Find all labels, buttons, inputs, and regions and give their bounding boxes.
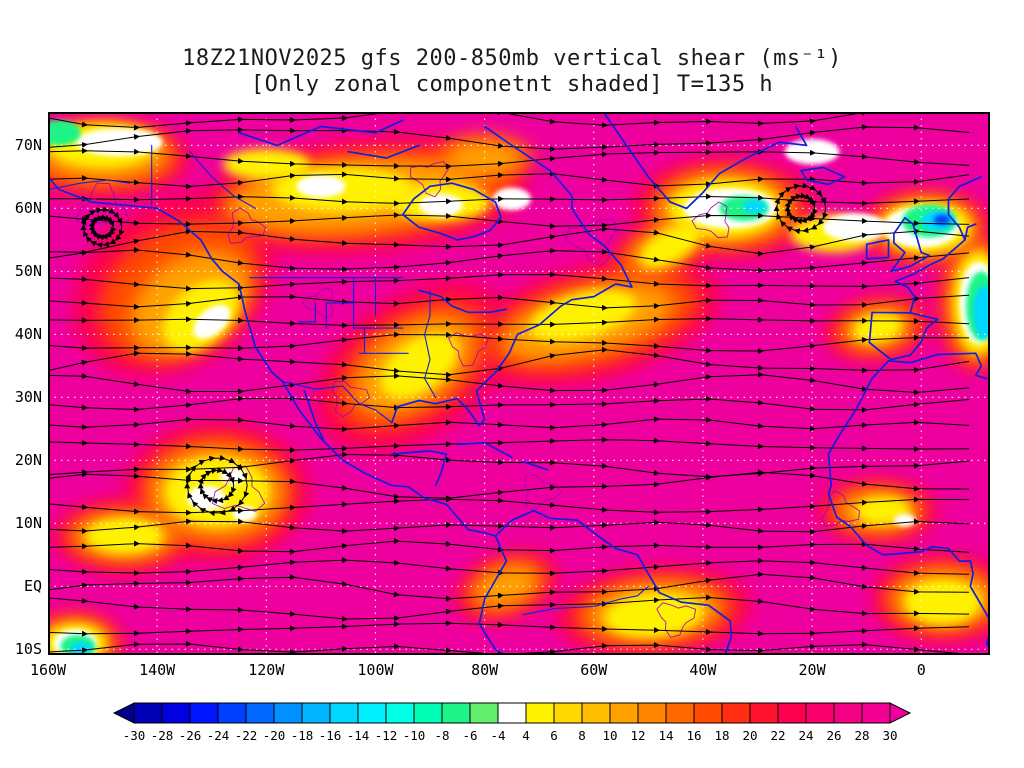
colorbar-right-arrow — [889, 702, 912, 724]
colorbar-tick-label: 14 — [658, 728, 673, 743]
chart-titles: 18Z21NOV2025 gfs 200-850mb vertical shea… — [0, 46, 1024, 98]
colorbar-segment — [245, 702, 275, 724]
colorbar-segment — [189, 702, 219, 724]
colorbar-tick-label: -22 — [235, 728, 258, 743]
colorbar-segment — [469, 702, 499, 724]
lat-label-60N: 60N — [14, 199, 42, 218]
colorbar-segment — [413, 702, 443, 724]
colorbar-tick-label: -12 — [375, 728, 398, 743]
lon-label-0: 0 — [916, 661, 926, 679]
map-layers — [48, 112, 990, 655]
colorbar-segment — [329, 702, 359, 724]
colorbar-segment — [861, 702, 891, 724]
lon-label-60W: 60W — [580, 661, 608, 679]
shear-map-plot — [48, 112, 990, 655]
colorbar-tick-label: -16 — [319, 728, 342, 743]
political-borders — [151, 144, 409, 424]
colorbar-segment — [721, 702, 751, 724]
colorbar-segment — [161, 702, 191, 724]
colorbar-segment — [637, 702, 667, 724]
colorbar-segment — [665, 702, 695, 724]
lat-label-40N: 40N — [14, 325, 42, 344]
lon-label-40W: 40W — [689, 661, 717, 679]
lon-label-120W: 120W — [248, 661, 285, 679]
lat-label-50N: 50N — [14, 262, 42, 281]
lat-label-70N: 70N — [14, 136, 42, 155]
colorbar-tick-label: 26 — [826, 728, 841, 743]
lon-label-20W: 20W — [798, 661, 826, 679]
lat-label-20N: 20N — [14, 451, 42, 470]
colorbar-tick-label: -8 — [434, 728, 449, 743]
colorbar-segment — [133, 702, 163, 724]
lon-label-80W: 80W — [471, 661, 499, 679]
colorbar-tick-label: 4 — [522, 728, 530, 743]
colorbar-tick-label: 30 — [882, 728, 897, 743]
colorbar-segment — [693, 702, 723, 724]
colorbar-tick-label: -18 — [291, 728, 314, 743]
colorbar-segment — [385, 702, 415, 724]
colorbar-segment — [805, 702, 835, 724]
colorbar-tick-label: 24 — [798, 728, 813, 743]
colorbar-tick-label: -10 — [403, 728, 426, 743]
chart-subtitle: [Only zonal componetnt shaded] T=135 h — [250, 72, 774, 97]
rivers-lakes — [48, 151, 649, 616]
colorbar-tick-label: -24 — [207, 728, 230, 743]
colorbar-tick-label: -14 — [347, 728, 370, 743]
colorbar-tick-label: -6 — [462, 728, 477, 743]
lat-label-EQ: EQ — [23, 577, 42, 596]
colorbar-tick-label: 8 — [578, 728, 586, 743]
colorbar-tick-label: -28 — [151, 728, 174, 743]
colorbar-segment — [749, 702, 779, 724]
colorbar-tick-label: -30 — [123, 728, 146, 743]
map-area: 70N 60N 50N 40N 30N 20N 10N EQ 10S 160W 140W 120W 10… — [15, 112, 990, 679]
colorbar-segment — [217, 702, 247, 724]
colorbar-tick-label: -20 — [263, 728, 286, 743]
map-frame — [48, 112, 990, 655]
colorbar-segment — [441, 702, 471, 724]
lon-label-140W: 140W — [139, 661, 176, 679]
colorbar-segment — [609, 702, 639, 724]
colorbar-segment — [777, 702, 807, 724]
colorbar-segment — [273, 702, 303, 724]
colorbar-tick-label: 6 — [550, 728, 558, 743]
colorbar-segment — [357, 702, 387, 724]
colorbar-segment — [553, 702, 583, 724]
colorbar-tick-label: 10 — [602, 728, 617, 743]
colorbar-tick-label: 18 — [714, 728, 729, 743]
colorbar-tick-label: 22 — [770, 728, 785, 743]
lat-label-30N: 30N — [14, 388, 42, 407]
colorbar-tick-label: 16 — [686, 728, 701, 743]
colorbar-segment — [497, 702, 527, 724]
colorbar-segment — [525, 702, 555, 724]
coastlines — [48, 113, 990, 655]
lon-label-160W: 160W — [29, 661, 67, 679]
chart-title: 18Z21NOV2025 gfs 200-850mb vertical shea… — [182, 46, 842, 71]
colorbar-segment — [833, 702, 863, 724]
colorbar-left-arrow — [112, 702, 135, 724]
colorbar-tick-label: 28 — [854, 728, 869, 743]
colorbar-tick-label: 20 — [742, 728, 757, 743]
colorbar-tick-label: 12 — [630, 728, 645, 743]
colorbar: -30 -28 -26 -24 -22 -20 -18 -16 -14 -12 -10 -8 -6 -4 4… — [112, 702, 912, 743]
colorbar-tick-label: -4 — [490, 728, 505, 743]
lat-label-10N: 10N — [14, 514, 42, 533]
lat-label-10S: 10S — [14, 640, 42, 659]
colorbar-segment — [301, 702, 331, 724]
colorbar-segment — [581, 702, 611, 724]
lon-label-100W: 100W — [357, 661, 394, 679]
colorbar-tick-label: -26 — [179, 728, 202, 743]
